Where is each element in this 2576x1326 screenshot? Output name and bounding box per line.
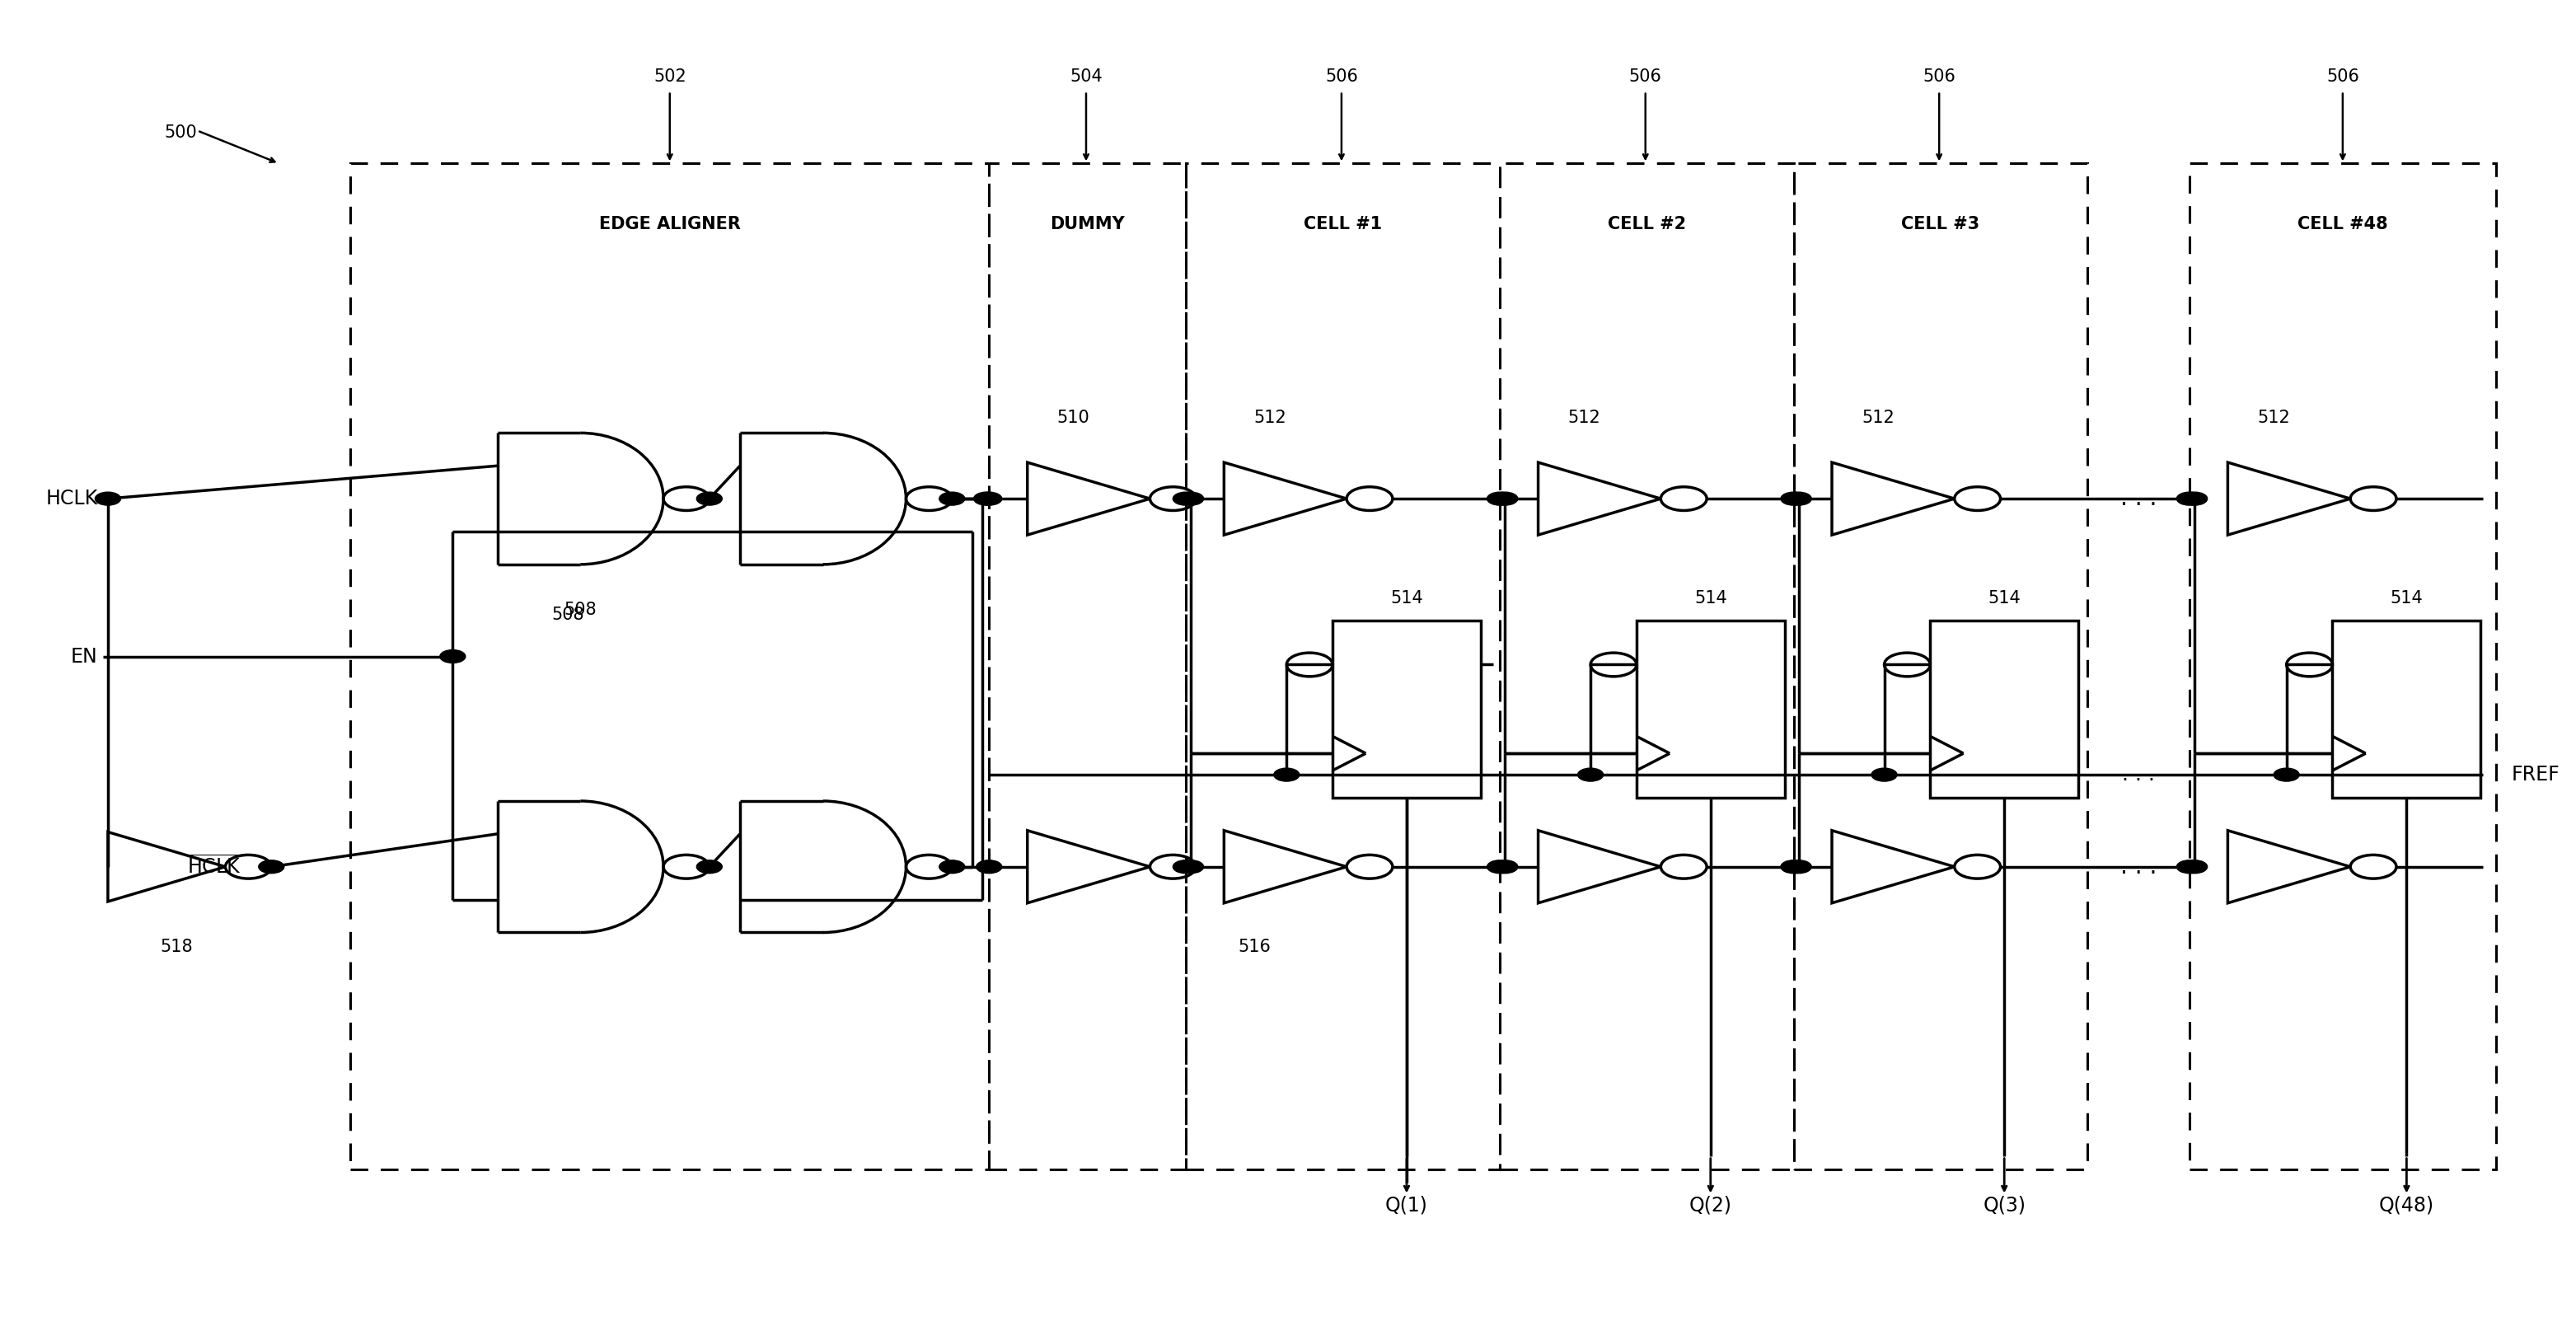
Circle shape <box>2177 861 2202 874</box>
Text: 512: 512 <box>2257 410 2290 427</box>
Circle shape <box>976 492 1002 505</box>
Circle shape <box>1785 492 1811 505</box>
Text: CELL #48: CELL #48 <box>2298 216 2388 232</box>
Circle shape <box>1492 492 1517 505</box>
Text: 508: 508 <box>551 606 585 623</box>
Circle shape <box>976 861 1002 874</box>
Text: 500: 500 <box>165 125 196 141</box>
Text: FREF: FREF <box>2512 765 2561 785</box>
Circle shape <box>1873 768 1896 781</box>
Bar <box>1185 163 1499 1170</box>
Text: 514: 514 <box>1695 590 1726 606</box>
Text: 506: 506 <box>2326 68 2360 85</box>
Text: $\overline{\mathrm{HCLK}}$: $\overline{\mathrm{HCLK}}$ <box>185 855 240 878</box>
Circle shape <box>1780 492 1806 505</box>
Circle shape <box>1273 768 1298 781</box>
Circle shape <box>1780 861 1806 874</box>
Bar <box>2331 621 2481 798</box>
Text: . . .: . . . <box>2120 487 2156 511</box>
Bar <box>1793 163 2087 1170</box>
Bar <box>1929 621 2079 798</box>
Circle shape <box>1486 492 1512 505</box>
Text: . . .: . . . <box>2120 855 2156 878</box>
Bar <box>1499 163 1793 1170</box>
Circle shape <box>1486 861 1512 874</box>
Text: 502: 502 <box>654 68 685 85</box>
Circle shape <box>95 492 121 505</box>
Text: 514: 514 <box>1989 590 2020 606</box>
Text: 506: 506 <box>1628 68 1662 85</box>
Text: HCLK: HCLK <box>46 489 98 509</box>
Text: Q(2): Q(2) <box>1690 1196 1731 1215</box>
Text: Q(3): Q(3) <box>1984 1196 2025 1215</box>
Circle shape <box>1577 768 1602 781</box>
Text: 512: 512 <box>1862 410 1893 427</box>
Text: EDGE ALIGNER: EDGE ALIGNER <box>600 216 739 232</box>
Text: EN: EN <box>70 647 98 667</box>
Bar <box>989 163 1185 1170</box>
Circle shape <box>940 492 966 505</box>
Text: 518: 518 <box>160 939 193 956</box>
Circle shape <box>1172 492 1198 505</box>
Text: 510: 510 <box>1056 410 1090 427</box>
Circle shape <box>2182 861 2208 874</box>
Text: 506: 506 <box>1922 68 1955 85</box>
Bar <box>350 163 989 1170</box>
Circle shape <box>2177 492 2202 505</box>
Text: 508: 508 <box>564 601 598 618</box>
Bar <box>1636 621 1785 798</box>
Text: 504: 504 <box>1069 68 1103 85</box>
Text: CELL #2: CELL #2 <box>1607 216 1685 232</box>
Text: 506: 506 <box>1324 68 1358 85</box>
Text: 514: 514 <box>1391 590 1422 606</box>
Circle shape <box>1785 861 1811 874</box>
Circle shape <box>440 650 466 663</box>
Circle shape <box>2182 492 2208 505</box>
Text: 512: 512 <box>1255 410 1285 427</box>
Text: DUMMY: DUMMY <box>1051 216 1126 232</box>
Text: 514: 514 <box>2391 590 2424 606</box>
Text: CELL #1: CELL #1 <box>1303 216 1381 232</box>
Text: Q(1): Q(1) <box>1386 1196 1427 1215</box>
Text: . . .: . . . <box>2123 765 2156 785</box>
Bar <box>2190 163 2496 1170</box>
Circle shape <box>1177 492 1203 505</box>
Circle shape <box>974 492 999 505</box>
Circle shape <box>696 492 721 505</box>
Circle shape <box>696 861 721 874</box>
Circle shape <box>1492 861 1517 874</box>
Circle shape <box>1177 861 1203 874</box>
Text: 516: 516 <box>1239 939 1270 956</box>
Text: Q(48): Q(48) <box>2378 1196 2434 1215</box>
Text: 512: 512 <box>1569 410 1600 427</box>
Circle shape <box>940 861 966 874</box>
Circle shape <box>1172 861 1198 874</box>
Bar <box>1332 621 1481 798</box>
Circle shape <box>2275 768 2300 781</box>
Text: CELL #3: CELL #3 <box>1901 216 1978 232</box>
Circle shape <box>258 861 283 874</box>
